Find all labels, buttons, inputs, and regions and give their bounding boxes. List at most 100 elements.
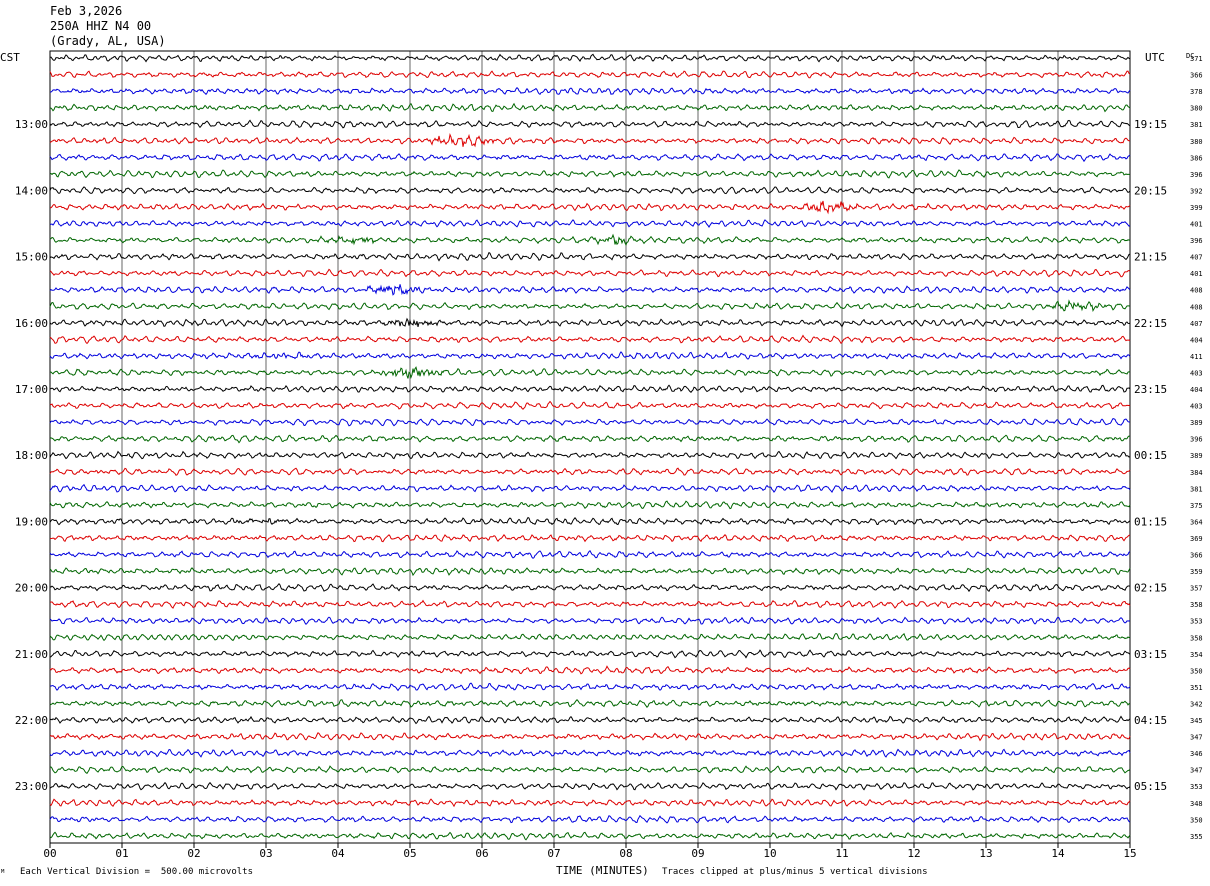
x-tick-label: 11 (835, 847, 848, 860)
dc-offset-label: 396 (1190, 436, 1203, 444)
x-tick-label: 07 (547, 847, 560, 860)
corner-mark: ᴹ (0, 869, 6, 879)
seismic-trace (49, 765, 1131, 775)
seismic-trace (49, 233, 1131, 246)
dc-header-label: DC (1186, 52, 1194, 60)
dc-offset-label: 380 (1190, 138, 1203, 146)
dc-offset-label: 381 (1190, 121, 1203, 129)
hour-label-utc: 23:15 (1134, 383, 1167, 396)
dc-offset-label: 348 (1190, 800, 1203, 808)
x-tick-label: 10 (763, 847, 776, 860)
seismic-trace (49, 317, 1131, 328)
hour-label-utc: 22:15 (1134, 317, 1167, 330)
seismic-trace (49, 418, 1131, 427)
dc-offset-label: 350 (1190, 667, 1203, 675)
dc-offset-label: 401 (1190, 221, 1203, 229)
seismic-trace (49, 53, 1131, 63)
hour-label-cst: 14:00 (15, 184, 48, 197)
seismic-trace (49, 748, 1131, 758)
seismic-trace (49, 268, 1131, 278)
seismic-trace (49, 599, 1131, 609)
seismic-trace (49, 384, 1131, 393)
seismic-trace (49, 284, 1131, 296)
dc-offset-label: 346 (1190, 750, 1203, 758)
x-tick-label: 15 (1123, 847, 1136, 860)
seismic-trace (49, 299, 1131, 313)
seismic-trace (49, 516, 1131, 526)
dc-offset-label: 404 (1190, 386, 1203, 394)
seismic-trace (49, 699, 1131, 708)
seismic-trace (49, 715, 1131, 725)
scale-note: Each Vertical Division = 500.00 microvol… (20, 867, 253, 877)
dc-offset-label: 369 (1190, 535, 1203, 543)
seismic-trace (49, 102, 1131, 113)
dc-offset-label: 342 (1190, 700, 1203, 708)
dc-offset-label: 407 (1190, 254, 1203, 262)
seismic-trace (49, 119, 1131, 129)
seismic-trace (49, 781, 1131, 791)
x-tick-label: 08 (619, 847, 632, 860)
hour-label-cst: 17:00 (15, 383, 48, 396)
seismic-trace (49, 500, 1131, 510)
seismic-trace (49, 70, 1131, 79)
seismic-trace (49, 566, 1131, 577)
seismic-trace (49, 483, 1131, 494)
plot-frame (49, 50, 1131, 844)
dc-offset-label: 411 (1190, 353, 1203, 361)
dc-offset-label: 381 (1190, 485, 1203, 493)
seismic-trace (49, 366, 1131, 380)
seismic-trace (49, 682, 1131, 692)
dc-offset-label: 350 (1190, 816, 1203, 824)
x-tick-label: 04 (331, 847, 345, 860)
dc-offset-label: 358 (1190, 634, 1203, 642)
dc-offset-label: 359 (1190, 568, 1203, 576)
dc-offset-label: 371 (1190, 55, 1203, 63)
dc-offset-label: 403 (1190, 403, 1203, 411)
dc-offset-label: 392 (1190, 187, 1203, 195)
hour-label-cst: 16:00 (15, 317, 48, 330)
dc-offset-label: 366 (1190, 72, 1203, 80)
seismic-trace (49, 133, 1131, 148)
hour-label-cst: 23:00 (15, 780, 48, 793)
dc-offset-label: 404 (1190, 336, 1203, 344)
hour-label-cst: 13:00 (15, 118, 48, 131)
dc-offset-label: 351 (1190, 684, 1203, 692)
dc-offset-label: 345 (1190, 717, 1203, 725)
seismic-trace (49, 219, 1131, 229)
x-tick-label: 01 (115, 847, 128, 860)
hour-label-cst: 19:00 (15, 515, 48, 528)
seismic-trace (49, 582, 1131, 593)
dc-offset-label: 375 (1190, 502, 1203, 510)
dc-offset-label: 408 (1190, 287, 1203, 295)
hour-label-utc: 00:15 (1134, 449, 1167, 462)
x-tick-label: 06 (475, 847, 488, 860)
dc-offset-label: 358 (1190, 601, 1203, 609)
dc-offset-label: 396 (1190, 171, 1203, 179)
dc-offset-label: 354 (1190, 651, 1203, 659)
hour-label-utc: 19:15 (1134, 118, 1167, 131)
dc-offset-label: 380 (1190, 105, 1203, 113)
dc-offset-label: 386 (1190, 154, 1203, 162)
dc-offset-label: 408 (1190, 303, 1203, 311)
dc-offset-label: 401 (1190, 270, 1203, 278)
x-tick-label: 02 (187, 847, 200, 860)
dc-offset-label: 364 (1190, 518, 1203, 526)
dc-offset-label: 396 (1190, 237, 1203, 245)
seismic-trace (49, 334, 1131, 345)
dc-offset-label: 357 (1190, 585, 1203, 593)
dc-offset-label: 353 (1190, 618, 1203, 626)
seismic-trace (49, 467, 1131, 476)
hour-label-utc: 04:15 (1134, 714, 1167, 727)
hour-label-utc: 20:15 (1134, 184, 1167, 197)
hour-label-cst: 22:00 (15, 714, 48, 727)
station-code: 250A HHZ N4 00 (50, 19, 152, 33)
hour-label-cst: 20:00 (15, 582, 48, 595)
dc-offset-label: 366 (1190, 552, 1203, 560)
seismic-trace (49, 798, 1131, 808)
seismic-trace (49, 616, 1131, 625)
seismic-trace (49, 814, 1131, 824)
dc-offset-label: 403 (1190, 369, 1203, 377)
dc-offset-label: 399 (1190, 204, 1203, 212)
x-tick-label: 03 (259, 847, 272, 860)
dc-offset-label: 347 (1190, 767, 1203, 775)
